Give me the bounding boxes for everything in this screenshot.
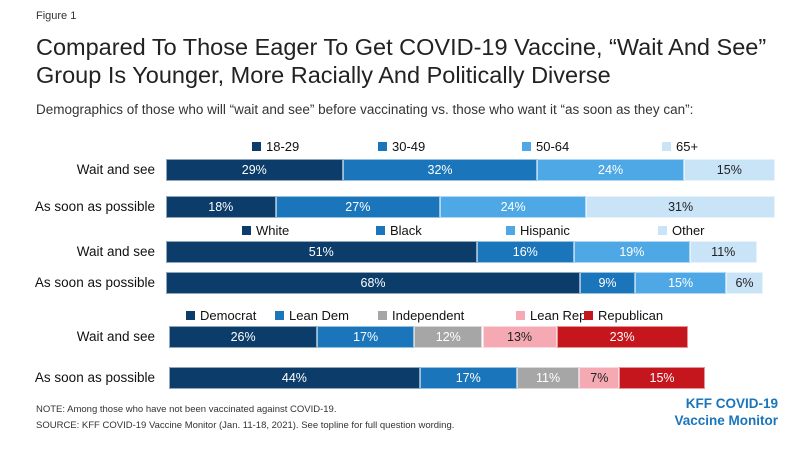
legend-item-lean-rep: Lean Rep <box>516 308 586 324</box>
brand-logo: KFF COVID-19 Vaccine Monitor <box>674 396 778 428</box>
legend-item-white: White <box>242 223 289 239</box>
bar-segment-republican: 15% <box>619 367 705 389</box>
bar-segment-independent: 11% <box>516 367 580 389</box>
legend-swatch <box>516 311 525 320</box>
bar-segment-30-49: 32% <box>342 159 538 181</box>
legend-item-lean-dem: Lean Dem <box>275 308 349 324</box>
legend-swatch <box>662 142 671 151</box>
bar-segment-50-64: 24% <box>440 196 587 218</box>
source-text: SOURCE: KFF COVID-19 Vaccine Monitor (Ja… <box>36 420 455 431</box>
legend-swatch <box>522 142 531 151</box>
row-label-wait-and-see: Wait and see <box>76 244 155 259</box>
brand-line-1: KFF COVID-19 <box>685 396 778 411</box>
legend-item-18-29: 18-29 <box>252 139 299 155</box>
legend-item-30-49: 30-49 <box>378 139 425 155</box>
chart-subtitle: Demographics of those who will “wait and… <box>36 102 694 117</box>
legend-swatch <box>275 311 284 320</box>
bar-segment-65: 31% <box>586 196 775 218</box>
legend-panel-1: 18-29 30-49 50-64 65+ <box>0 139 800 155</box>
bar-segment-lean-dem: 17% <box>419 367 517 389</box>
legend-swatch <box>506 226 515 235</box>
legend-swatch <box>658 226 667 235</box>
legend-swatch <box>376 226 385 235</box>
bar-segment-black: 9% <box>580 272 635 294</box>
bar-segment-black: 16% <box>476 241 575 263</box>
bar-segment-democrat: 26% <box>169 326 318 348</box>
bar-segment-republican: 23% <box>556 326 688 348</box>
bar-segment-other: 11% <box>689 241 757 263</box>
bar-segment-lean-rep: 13% <box>482 326 557 348</box>
bar-segment-other: 6% <box>726 272 763 294</box>
bar-segment-30-49: 27% <box>275 196 441 218</box>
legend-label: 18-29 <box>266 139 300 154</box>
legend-label: Lean Dem <box>289 308 349 323</box>
legend-item-other: Other <box>658 223 705 239</box>
legend-item-republican: Republican <box>584 308 663 324</box>
bar-segment-lean-rep: 7% <box>579 367 620 389</box>
legend-label: White <box>256 223 290 238</box>
legend-label: Hispanic <box>520 223 570 238</box>
legend-item-democrat: Democrat <box>186 308 256 324</box>
legend-swatch <box>186 311 195 320</box>
bar-segment-white: 51% <box>166 241 477 263</box>
legend-swatch <box>242 226 251 235</box>
brand-line-2: Vaccine Monitor <box>674 413 778 428</box>
bar-segment-hispanic: 15% <box>634 272 727 294</box>
bar-segment-18-29: 29% <box>166 159 343 181</box>
legend-item-independent: Independent <box>378 308 464 324</box>
legend-swatch <box>252 142 261 151</box>
legend-item-black: Black <box>376 223 422 239</box>
legend-swatch <box>378 311 387 320</box>
row-label-wait-and-see: Wait and see <box>76 329 155 344</box>
bar-segment-white: 68% <box>166 272 581 294</box>
bar-segment-50-64: 24% <box>537 159 684 181</box>
figure-label: Figure 1 <box>36 10 77 22</box>
legend-label: Republican <box>598 308 664 323</box>
bar-segment-democrat: 44% <box>169 367 420 389</box>
legend-swatch <box>584 311 593 320</box>
legend-label: 65+ <box>676 139 699 154</box>
legend-label: Lean Rep <box>530 308 587 323</box>
legend-label: 30-49 <box>392 139 426 154</box>
bar-segment-lean-dem: 17% <box>317 326 415 348</box>
row-label-as-soon-as-possible: As soon as possible <box>34 275 155 290</box>
legend-label: 50-64 <box>536 139 570 154</box>
legend-panel-2: White Black Hispanic Other <box>0 223 800 239</box>
legend-label: Independent <box>392 308 465 323</box>
legend-item-hispanic: Hispanic <box>506 223 570 239</box>
legend-panel-3: Democrat Lean Dem Independent Lean Rep Repub… <box>0 308 800 324</box>
chart-title: Compared To Those Eager To Get COVID-19 … <box>36 34 767 88</box>
bar-segment-independent: 12% <box>414 326 483 348</box>
bar-segment-65: 15% <box>683 159 775 181</box>
bar-segment-18-29: 18% <box>166 196 276 218</box>
legend-swatch <box>378 142 387 151</box>
legend-item-65: 65+ <box>662 139 698 155</box>
legend-label: Democrat <box>200 308 257 323</box>
legend-label: Other <box>672 223 705 238</box>
note-text: NOTE: Among those who have not been vacc… <box>36 404 337 415</box>
legend-label: Black <box>390 223 422 238</box>
legend-item-50-64: 50-64 <box>522 139 569 155</box>
row-label-wait-and-see: Wait and see <box>76 162 155 177</box>
bar-segment-hispanic: 19% <box>574 241 690 263</box>
row-label-as-soon-as-possible: As soon as possible <box>34 370 155 385</box>
row-label-as-soon-as-possible: As soon as possible <box>34 199 155 214</box>
